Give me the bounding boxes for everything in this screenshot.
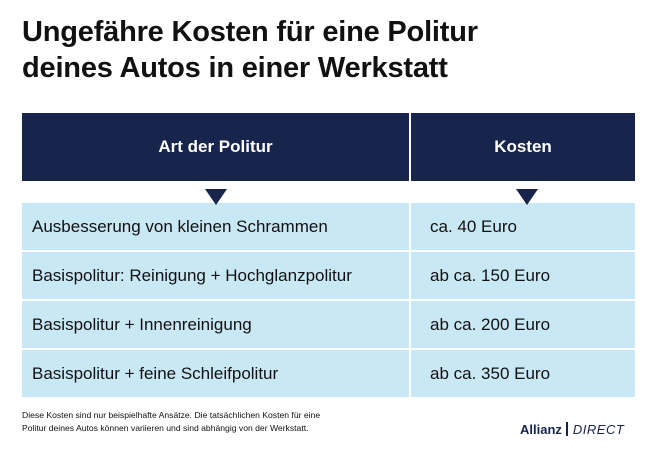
page-title: Ungefähre Kosten für eine Politur deines… (22, 14, 642, 86)
cell-art: Ausbesserung von kleinen Schrammen (22, 203, 409, 250)
brand-name: Allianz (520, 421, 562, 437)
header-label: Kosten (494, 137, 552, 156)
header-art-der-politur: Art der Politur (22, 113, 409, 205)
footnote: Diese Kosten sind nur beispielhafte Ansä… (22, 409, 442, 435)
triangle-down-icon (204, 189, 227, 205)
cell-art: Basispolitur + feine Schleifpolitur (22, 350, 409, 397)
brand-divider (565, 422, 568, 436)
page-title-line-1: Ungefähre Kosten für eine Politur (22, 16, 478, 48)
page-title-line-2: deines Autos in einer Werkstatt (22, 52, 448, 84)
cost-table: Art der Politur Kosten Ausbesserung von … (22, 113, 635, 399)
footnote-line-2: Politur deines Autos können variieren un… (22, 423, 309, 433)
table-row: Basispolitur + feine Schleifpolitur ab c… (22, 350, 635, 397)
allianz-direct-logo: Allianz DIRECT (520, 420, 624, 438)
cell-art: Basispolitur + Innenreinigung (22, 301, 409, 348)
cell-kosten: ab ca. 150 Euro (411, 252, 635, 299)
triangle-down-icon (516, 189, 539, 205)
table-row: Basispolitur + Innenreinigung ab ca. 200… (22, 301, 635, 348)
table-row: Ausbesserung von kleinen Schrammen ca. 4… (22, 203, 635, 250)
cell-kosten: ab ca. 200 Euro (411, 301, 635, 348)
footnote-line-1: Diese Kosten sind nur beispielhafte Ansä… (22, 410, 321, 420)
table-row: Basispolitur: Reinigung + Hochglanzpolit… (22, 252, 635, 299)
table-header-row: Art der Politur Kosten (22, 113, 635, 205)
brand-sub: DIRECT (572, 421, 625, 437)
cell-art: Basispolitur: Reinigung + Hochglanzpolit… (22, 252, 409, 299)
header-kosten: Kosten (411, 113, 635, 205)
table-body: Ausbesserung von kleinen Schrammen ca. 4… (22, 203, 635, 397)
header-label: Art der Politur (158, 137, 273, 156)
cell-kosten: ab ca. 350 Euro (411, 350, 635, 397)
cell-kosten: ca. 40 Euro (411, 203, 635, 250)
